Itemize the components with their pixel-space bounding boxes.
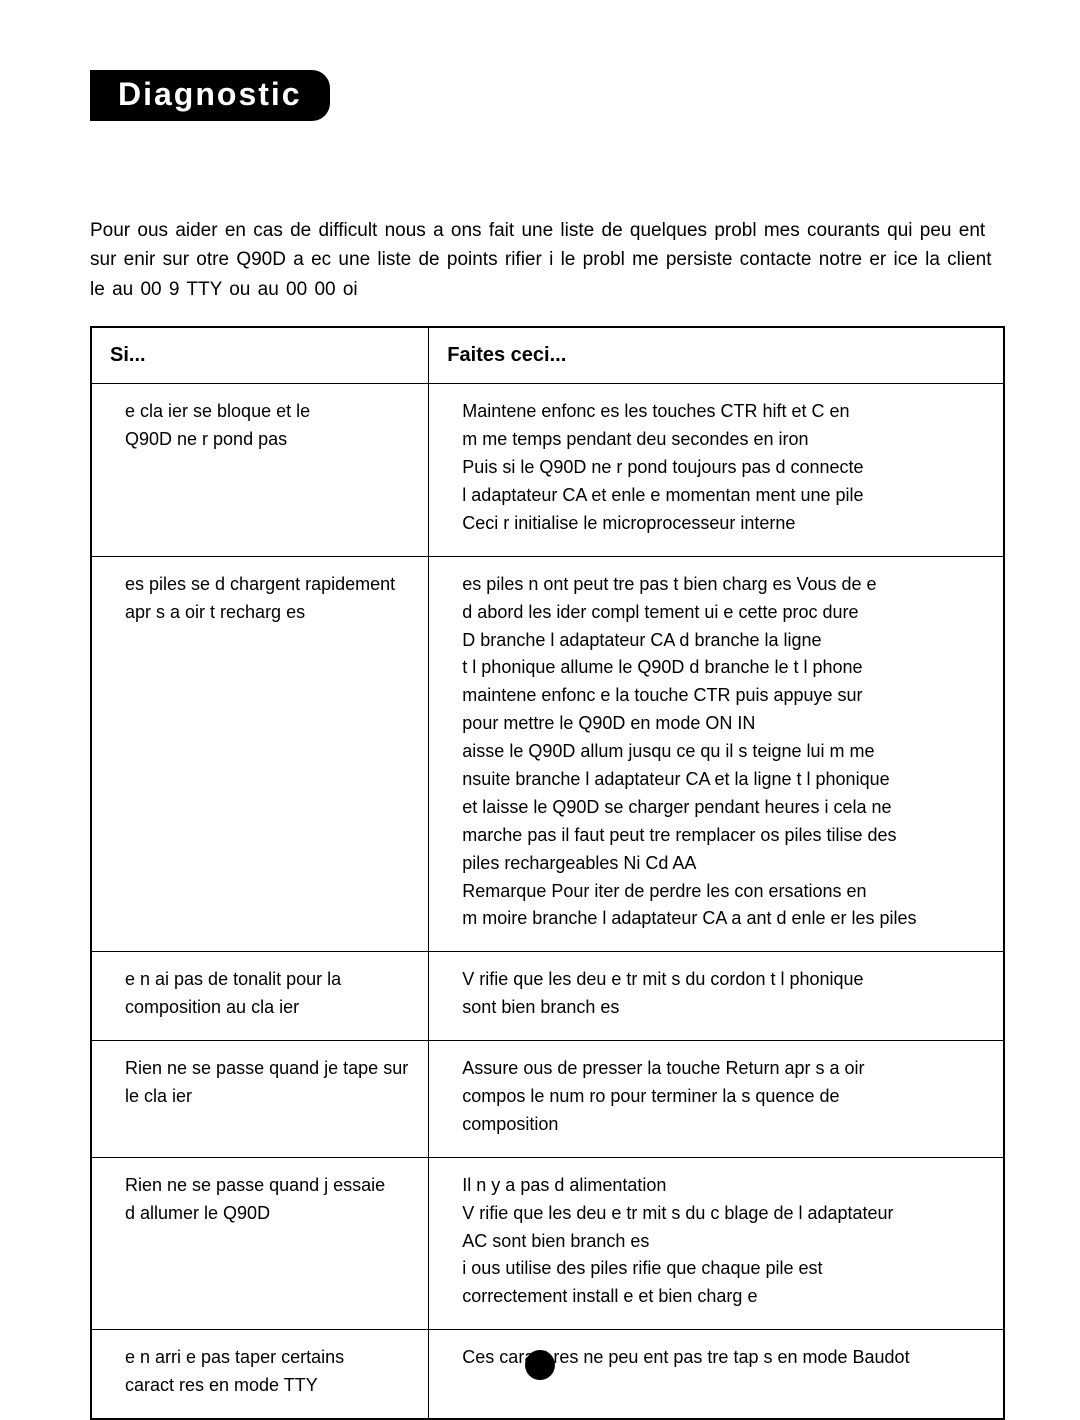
- if-cell: Rien ne se passe quand je tape sur le cl…: [91, 1041, 429, 1158]
- page-number-dot: [525, 1350, 555, 1380]
- do-cell: V rifie que les deu e tr mit s du cordon…: [429, 952, 1004, 1041]
- troubleshoot-table: Si... Faites ceci... e cla ier se bloque…: [90, 326, 1005, 1420]
- do-cell: Il n y a pas d alimentation V rifie que …: [429, 1157, 1004, 1329]
- if-cell: Rien ne se passe quand j essaie d allume…: [91, 1157, 429, 1329]
- do-cell: Maintene enfonc es les touches CTR hift …: [429, 384, 1004, 556]
- do-cell: Assure ous de presser la touche Return a…: [429, 1041, 1004, 1158]
- table-row: Rien ne se passe quand je tape sur le cl…: [91, 1041, 1004, 1158]
- do-cell: Ces caract res ne peu ent pas tre tap s …: [429, 1330, 1004, 1419]
- table-row: e cla ier se bloque et le Q90D ne r pond…: [91, 384, 1004, 556]
- page-heading: Diagnostic: [90, 70, 330, 121]
- table-row: e n ai pas de tonalit pour la compositio…: [91, 952, 1004, 1041]
- intro-paragraph: Pour ous aider en cas de difficult nous …: [90, 216, 1005, 304]
- if-cell: e cla ier se bloque et le Q90D ne r pond…: [91, 384, 429, 556]
- table-row: es piles se d chargent rapidement apr s …: [91, 556, 1004, 952]
- do-cell: es piles n ont peut tre pas t bien charg…: [429, 556, 1004, 952]
- col-if-header: Si...: [91, 327, 429, 384]
- if-cell: e n arri e pas taper certains caract res…: [91, 1330, 429, 1419]
- table-row: Rien ne se passe quand j essaie d allume…: [91, 1157, 1004, 1329]
- if-cell: es piles se d chargent rapidement apr s …: [91, 556, 429, 952]
- if-cell: e n ai pas de tonalit pour la compositio…: [91, 952, 429, 1041]
- col-do-header: Faites ceci...: [429, 327, 1004, 384]
